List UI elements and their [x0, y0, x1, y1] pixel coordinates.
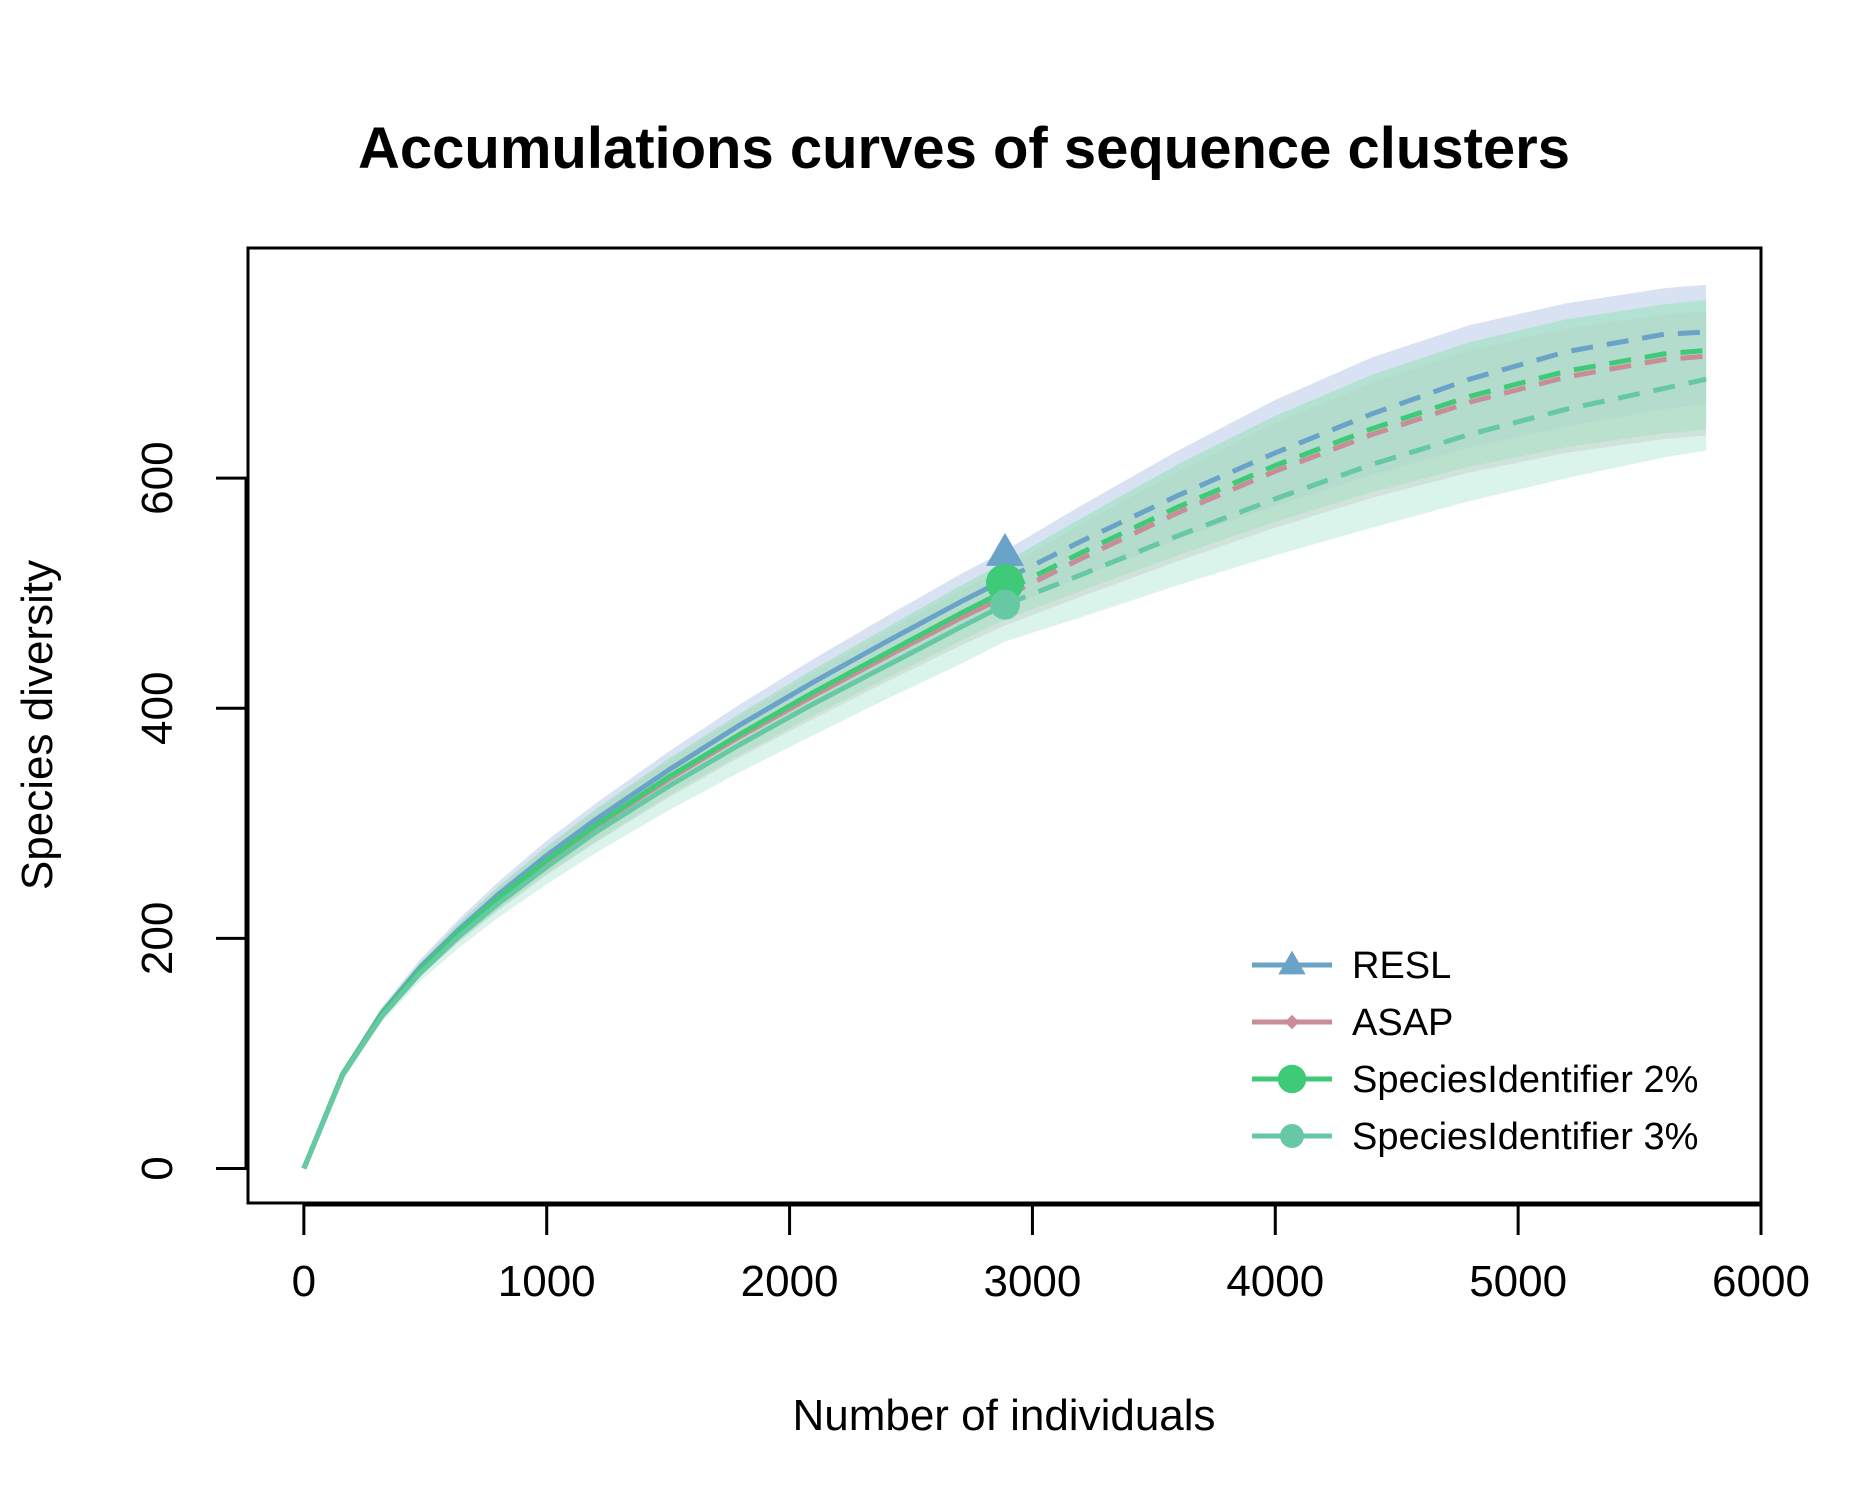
y-tick-label: 600	[133, 441, 182, 514]
observed-markers	[985, 532, 1024, 620]
legend-marker-2	[1284, 1014, 1300, 1030]
legend-label-2: ASAP	[1352, 1002, 1453, 1044]
series-line-solid-4	[301, 602, 1007, 1170]
observed-marker-1	[985, 532, 1024, 566]
legend-label-3: SpeciesIdentifier 2%	[1352, 1059, 1698, 1101]
x-axis: 0 1000 2000 3000 4000 5000 6000	[292, 1203, 1810, 1306]
x-tick-label: 1000	[498, 1257, 596, 1306]
confidence-band-2	[303, 311, 1707, 1169]
y-tick-label: 400	[133, 672, 182, 745]
x-tick-label: 6000	[1712, 1257, 1810, 1306]
legend-marker-3	[1277, 1064, 1307, 1094]
x-tick-label: 2000	[741, 1257, 839, 1306]
series-line-dashed-2	[1003, 353, 1707, 599]
confidence-band-4	[303, 298, 1707, 1169]
legend-label-4: SpeciesIdentifier 3%	[1352, 1116, 1698, 1158]
series-line-dashed-1	[1003, 329, 1707, 582]
chart-title: Accumulations curves of sequence cluster…	[358, 116, 1570, 181]
x-tick-label: 5000	[1469, 1257, 1567, 1306]
series-line-dashed-4	[1004, 376, 1707, 608]
confidence-bands	[303, 284, 1707, 1169]
x-axis-label: Number of individuals	[792, 1391, 1215, 1440]
legend: RESL ASAP SpeciesIdentifier 2% SpeciesIdent…	[1252, 945, 1698, 1158]
legend-label-1: RESL	[1352, 945, 1451, 987]
x-tick-label: 0	[292, 1257, 316, 1306]
y-tick-label: 200	[133, 902, 182, 975]
series-line-dashed-3	[1003, 347, 1707, 594]
x-tick-label: 4000	[1226, 1257, 1324, 1306]
series-lines	[301, 329, 1707, 1170]
legend-marker-4	[1280, 1124, 1304, 1148]
observed-marker-4	[989, 589, 1020, 620]
plot-frame	[246, 246, 1763, 1205]
y-tick-label: 0	[133, 1156, 182, 1180]
legend-marker-1	[1278, 950, 1306, 975]
confidence-band-3	[303, 300, 1707, 1169]
y-axis-label: Species diversity	[13, 560, 62, 890]
x-tick-label: 3000	[983, 1257, 1081, 1306]
observed-marker-3	[985, 563, 1024, 602]
y-axis: 0 200 400 600	[133, 441, 248, 1181]
confidence-band-1	[303, 284, 1707, 1169]
